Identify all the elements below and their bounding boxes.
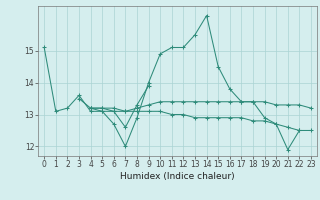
X-axis label: Humidex (Indice chaleur): Humidex (Indice chaleur) xyxy=(120,172,235,181)
